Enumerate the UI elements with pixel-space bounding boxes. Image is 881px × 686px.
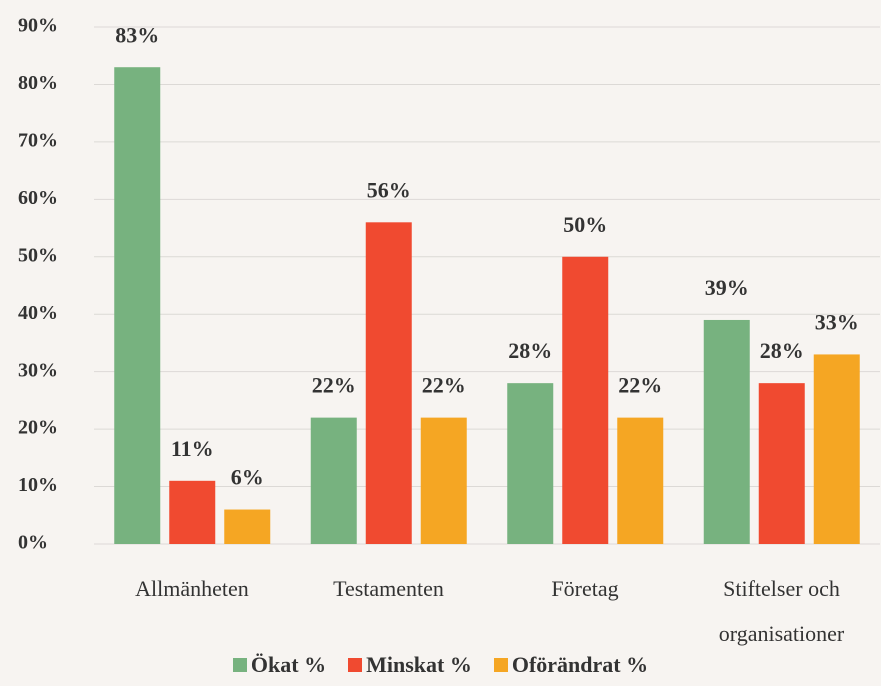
data-label: 83% [115,22,159,47]
legend-item: Ökat % [232,652,327,678]
legend-item: Minskat % [348,652,472,678]
data-label: 22% [422,373,466,398]
legend: Ökat % Minskat % Oförändrat % [0,652,881,678]
x-tick-label: Testamenten [333,576,444,601]
y-tick-label: 60% [18,187,58,209]
bar [169,480,216,544]
legend-label: Oförändrat % [511,652,649,677]
legend-item: Oförändrat % [493,652,649,678]
chart: 0% 10% 20% 30% 40% 50% 60% 70% 80% 90% 83% 11% 6% 22%… [18,15,880,554]
bar [562,256,609,544]
data-label: 28% [508,338,552,363]
x-tick-label: Företag [551,576,619,601]
data-label: 39% [705,275,749,300]
legend-swatch [493,658,508,672]
legend-swatch [348,658,363,672]
y-tick-label: 90% [18,15,58,37]
y-tick-label: 50% [18,244,58,266]
bar [617,417,664,544]
y-tick-label: 80% [18,72,58,94]
x-tick-label: Allmänheten [135,576,249,601]
data-label: 11% [171,436,214,461]
x-tick-label: Stiftelser och organisationer [718,576,845,646]
y-tick-label: 0% [18,532,48,554]
data-label: 22% [618,373,662,398]
bar [224,509,271,544]
data-label: 22% [312,373,356,398]
data-label: 6% [231,465,264,490]
data-label: 56% [367,177,411,202]
bar [703,319,750,544]
y-tick-label: 10% [18,474,58,496]
y-tick-label: 40% [18,302,58,324]
legend-label: Minskat % [366,652,472,677]
bar [114,67,161,544]
legend-label: Ökat % [250,652,327,677]
legend-swatch [232,658,247,672]
y-tick-label: 20% [18,417,58,439]
y-tick-label: 30% [18,359,58,381]
data-label: 28% [760,338,804,363]
bar [420,417,467,544]
bar [758,383,805,544]
y-tick-label: 70% [18,129,58,151]
bar [365,222,412,545]
data-label: 50% [563,212,607,237]
bar [310,417,357,544]
bar [507,383,554,544]
bar [813,354,860,544]
data-label: 33% [815,309,859,334]
